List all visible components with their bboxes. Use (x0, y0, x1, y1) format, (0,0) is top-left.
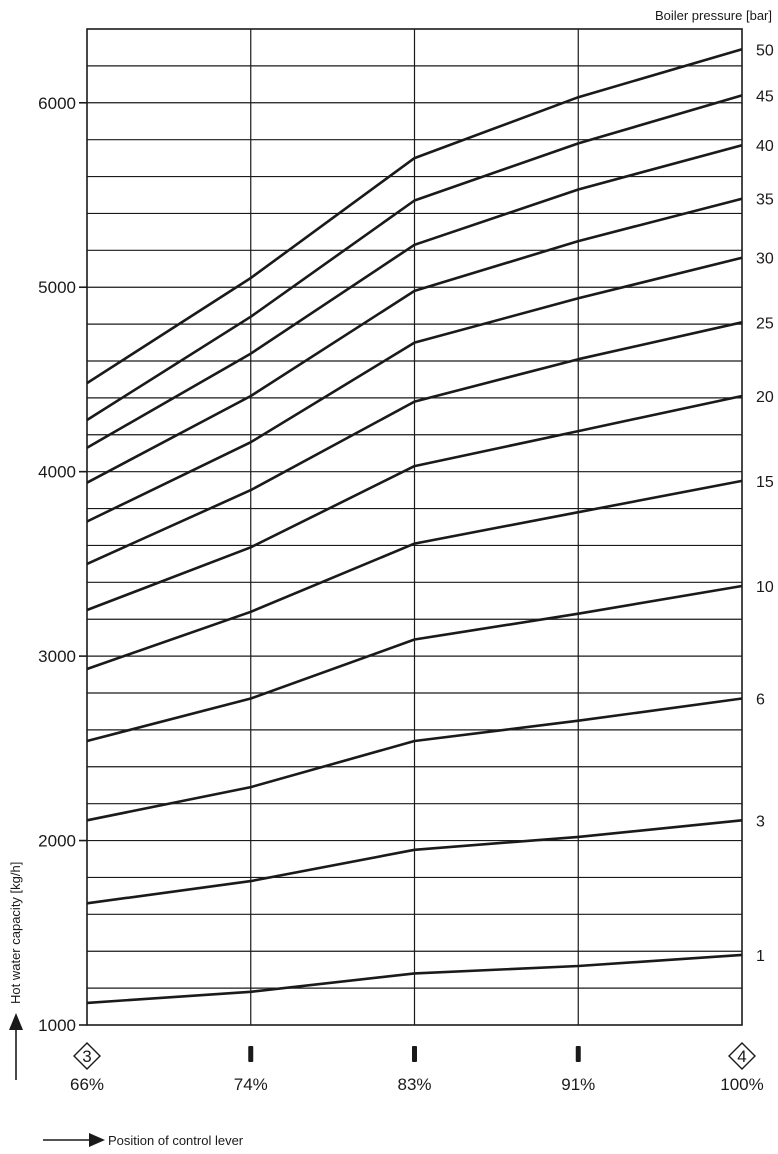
series-line-30-bar (86, 256, 743, 523)
lever-position-marker (728, 1042, 756, 1070)
series-line-45-bar (86, 94, 743, 422)
x-axis-label-group: Position of control lever (43, 1133, 244, 1148)
series-line-6-bar (86, 697, 743, 822)
y-tick-label: 3000 (38, 647, 76, 666)
lever-notch (248, 1046, 254, 1062)
y-axis-arrow-head (9, 1013, 23, 1030)
pressure-label-50: 50 (756, 42, 774, 59)
lever-position-number: 4 (737, 1047, 746, 1066)
series-line-20-bar (86, 394, 743, 612)
series-line-3-bar (86, 819, 743, 905)
x-tick-label: 83% (397, 1075, 431, 1094)
x-tick-label: 66% (70, 1075, 104, 1094)
pressure-labels: 1 3 6 10 15 20 25 30 35 40 45 50 (756, 42, 774, 965)
series-line-50-bar (86, 48, 743, 385)
x-axis-arrow-head (89, 1133, 105, 1147)
y-tick-label: 1000 (38, 1016, 76, 1035)
y-axis-label-group: Hot water capacity [kg/h] (8, 862, 23, 1080)
pressure-label-25: 25 (756, 315, 774, 332)
series-line-10-bar (86, 584, 743, 743)
y-tick-labels: 1000 2000 3000 4000 5000 6000 (38, 94, 87, 1035)
legend-title: Boiler pressure [bar] (655, 8, 772, 23)
x-tick-labels: 3 66% 74% 83% 91% 4 100% (70, 1042, 764, 1094)
y-axis-label: Hot water capacity [kg/h] (8, 862, 23, 1004)
lever-position-marker (73, 1042, 101, 1070)
pressure-label-20: 20 (756, 389, 774, 406)
pressure-label-40: 40 (756, 138, 774, 155)
x-tick-label: 100% (720, 1075, 763, 1094)
pressure-curves (86, 48, 743, 1005)
series-line-15-bar (86, 479, 743, 671)
vertical-gridlines (250, 29, 579, 1025)
pressure-label-45: 45 (756, 88, 774, 105)
series-line-40-bar (86, 143, 743, 449)
pressure-label-3: 3 (756, 813, 765, 830)
pressure-label-1: 1 (756, 948, 765, 965)
y-tick-label: 2000 (38, 832, 76, 851)
pressure-label-15: 15 (756, 474, 774, 491)
x-tick-label: 74% (234, 1075, 268, 1094)
pressure-label-35: 35 (756, 192, 774, 209)
y-tick-label: 5000 (38, 278, 76, 297)
plot-frame (86, 28, 743, 1026)
y-tick-label: 4000 (38, 463, 76, 482)
lever-notch (412, 1046, 417, 1062)
series-line-1-bar (86, 953, 743, 1005)
x-axis-label: Position of control lever (108, 1133, 244, 1148)
series-line-25-bar (86, 321, 743, 566)
pressure-label-30: 30 (756, 251, 774, 268)
pressure-label-10: 10 (756, 579, 774, 596)
series-line-35-bar (86, 197, 743, 484)
pressure-label-6: 6 (756, 692, 765, 709)
lever-notch (575, 1046, 581, 1062)
x-tick-label: 91% (561, 1075, 595, 1094)
y-tick-label: 6000 (38, 94, 76, 113)
lever-position-number: 3 (82, 1047, 91, 1066)
